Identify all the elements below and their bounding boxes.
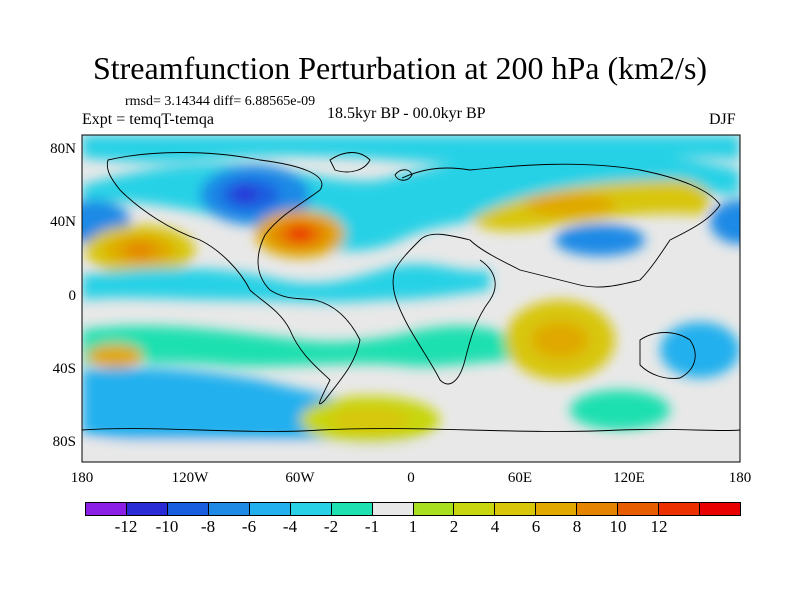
field-layer [82,135,740,462]
colorbar-swatch [86,503,127,515]
y-label-0: 0 [68,288,77,304]
colorbar-swatch [290,503,332,515]
colorbar-label: 6 [531,517,541,536]
colorbar-label: -2 [323,517,339,536]
stats-text: rmsd= 3.14344 diff= 6.88565e-09 [125,94,316,109]
colorbar-swatch [536,503,578,515]
colorbar-label: 4 [490,517,500,536]
colorbar-label: 12 [650,517,668,536]
x-label-0: 0 [407,470,415,486]
coastlines [82,152,740,432]
x-label-60w: 60W [285,470,315,486]
map-frame [81,134,741,463]
colorbar-swatch [577,503,619,515]
experiment-label: Expt = temqT-temqa [82,111,214,128]
colorbar-swatch [331,503,373,515]
colorbar-label: -6 [241,517,257,536]
y-label-40n: 40N [50,214,76,230]
period-label: 18.5kyr BP - 00.0kyr BP [327,105,486,122]
x-label-60e: 60E [507,470,533,486]
x-label-120e: 120E [613,470,645,486]
colorbar-label: -1 [364,517,380,536]
colorbar [85,502,741,516]
colorbar-label: 10 [609,517,627,536]
y-label-40s: 40S [52,361,76,377]
colorbar-swatch [372,503,414,515]
colorbar-swatch [495,503,537,515]
colorbar-label: 1 [408,517,418,536]
x-label-180e: 180 [728,470,752,486]
colorbar-label: -10 [155,517,179,536]
y-label-80s: 80S [52,434,76,450]
colorbar-swatch [126,503,168,515]
colorbar-label: 2 [449,517,459,536]
y-label-80n: 80N [50,141,76,157]
colorbar-label: -8 [200,517,216,536]
colorbar-label: -12 [114,517,138,536]
colorbar-swatch [700,503,740,515]
colorbar-swatch [167,503,209,515]
plot-title: Streamfunction Perturbation at 200 hPa (… [92,50,708,86]
colorbar-swatch [454,503,496,515]
colorbar-label: 8 [572,517,582,536]
x-label-180w: 180 [70,470,94,486]
colorbar-swatch [618,503,660,515]
colorbar-label: -4 [282,517,298,536]
season-label: DJF [709,111,736,128]
colorbar-swatch [413,503,455,515]
x-label-120w: 120W [171,470,209,486]
colorbar-swatch [208,503,250,515]
colorbar-swatch [659,503,701,515]
colorbar-swatch [249,503,291,515]
